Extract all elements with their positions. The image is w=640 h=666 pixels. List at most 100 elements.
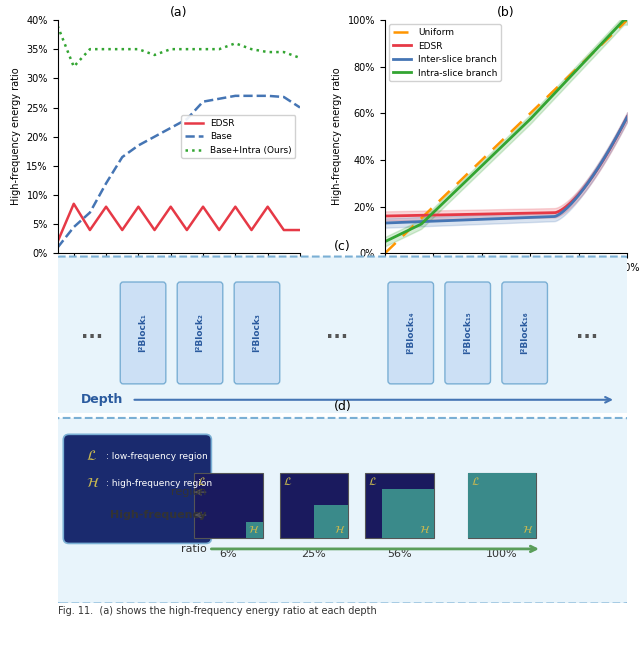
Base — [296, 103, 304, 111]
EDSR — [611, 136, 619, 144]
Inter-slice branch — [426, 217, 434, 225]
Line: Base+Intra (Ours): Base+Intra (Ours) — [58, 26, 300, 67]
Text: $\mathcal{H}$: $\mathcal{H}$ — [419, 524, 431, 535]
Text: I²Block₁: I²Block₁ — [138, 314, 148, 352]
FancyBboxPatch shape — [177, 282, 223, 384]
Uniform — [603, 36, 611, 44]
Line: Uniform: Uniform — [385, 20, 627, 253]
Inter-slice branch — [396, 218, 403, 226]
FancyBboxPatch shape — [52, 418, 633, 603]
Base+Intra (Ours) — [296, 54, 304, 62]
Base+Intra (Ours) — [54, 22, 61, 30]
Text: Depth: Depth — [81, 394, 123, 406]
EDSR — [603, 151, 611, 159]
Inter-slice branch — [623, 113, 631, 121]
Legend: Uniform, EDSR, Inter-slice branch, Intra-slice branch: Uniform, EDSR, Inter-slice branch, Intra… — [389, 25, 501, 81]
Bar — [468, 472, 536, 538]
Base+Intra (Ours) — [86, 45, 93, 53]
Uniform — [426, 206, 434, 214]
Uniform — [391, 240, 399, 248]
Text: $\mathcal{H}$: $\mathcal{H}$ — [522, 524, 533, 535]
Intra-slice branch — [603, 35, 611, 43]
FancyBboxPatch shape — [388, 282, 433, 384]
Uniform — [611, 28, 619, 36]
Intra-slice branch — [391, 233, 399, 241]
Text: ...: ... — [81, 324, 103, 342]
Intra-slice branch — [623, 16, 631, 24]
Base — [150, 133, 158, 141]
Base+Intra (Ours) — [264, 48, 271, 56]
Text: I²Block₃: I²Block₃ — [252, 314, 262, 352]
Text: $\mathcal{L}$: $\mathcal{L}$ — [283, 476, 292, 488]
Base+Intra (Ours) — [102, 45, 110, 53]
Uniform — [381, 249, 388, 257]
Base — [248, 92, 255, 100]
EDSR — [381, 212, 388, 220]
Intra-slice branch — [381, 238, 388, 246]
Text: I²Block₂: I²Block₂ — [195, 314, 205, 352]
Base+Intra (Ours) — [215, 45, 223, 53]
FancyBboxPatch shape — [502, 282, 547, 384]
Text: : high-frequency region: : high-frequency region — [106, 479, 212, 488]
Base+Intra (Ours) — [150, 51, 158, 59]
Text: $\mathcal{L}$: $\mathcal{L}$ — [368, 476, 378, 488]
FancyBboxPatch shape — [234, 282, 280, 384]
Bar — [314, 505, 348, 538]
Bar — [280, 472, 348, 538]
Base — [183, 115, 191, 123]
Text: $\mathcal{L}$: $\mathcal{L}$ — [197, 476, 207, 488]
Text: 56%: 56% — [387, 549, 412, 559]
Legend: EDSR, Base, Base+Intra (Ours): EDSR, Base, Base+Intra (Ours) — [181, 115, 296, 159]
Text: $\mathcal{L}$: $\mathcal{L}$ — [470, 476, 480, 488]
EDSR — [232, 202, 239, 210]
FancyBboxPatch shape — [63, 434, 211, 543]
EDSR — [118, 226, 126, 234]
Text: High-frequency: High-frequency — [111, 510, 207, 520]
Base+Intra (Ours) — [167, 45, 175, 53]
Intra-slice branch — [426, 212, 434, 220]
Line: Base: Base — [58, 96, 300, 248]
Intra-slice branch — [611, 25, 619, 33]
EDSR — [86, 226, 93, 234]
Text: $\mathcal{L}$: $\mathcal{L}$ — [86, 449, 97, 463]
Inter-slice branch — [391, 218, 399, 226]
Text: 100%: 100% — [486, 549, 518, 559]
Base+Intra (Ours) — [248, 45, 255, 53]
Title: (c): (c) — [334, 240, 351, 253]
Title: (b): (b) — [497, 6, 515, 19]
Line: Inter-slice branch: Inter-slice branch — [385, 117, 627, 223]
Intra-slice branch — [445, 193, 453, 201]
Line: Intra-slice branch: Intra-slice branch — [385, 20, 627, 242]
Text: $\mathcal{H}$: $\mathcal{H}$ — [86, 476, 100, 490]
Base — [54, 244, 61, 252]
Base — [86, 208, 93, 216]
Base+Intra (Ours) — [70, 63, 77, 71]
Text: ratio: ratio — [181, 544, 207, 554]
EDSR — [280, 226, 287, 234]
Text: 25%: 25% — [301, 549, 326, 559]
Uniform — [623, 16, 631, 24]
Inter-slice branch — [445, 216, 453, 224]
X-axis label: Depth (see (c)): Depth (see (c)) — [140, 278, 218, 288]
Uniform — [396, 235, 403, 243]
Base — [102, 179, 110, 187]
Bar — [468, 472, 536, 538]
Text: ...: ... — [326, 324, 348, 342]
Bar — [195, 472, 262, 538]
X-axis label: High-frequency region ratio (see(d)): High-frequency region ratio (see(d)) — [412, 278, 600, 288]
Text: : low-frequency region: : low-frequency region — [106, 452, 208, 461]
EDSR — [54, 238, 61, 246]
Base+Intra (Ours) — [232, 39, 239, 47]
Base — [215, 95, 223, 103]
Text: ...: ... — [576, 324, 598, 342]
EDSR — [183, 226, 191, 234]
Line: EDSR: EDSR — [58, 204, 300, 242]
Text: $\mathcal{H}$: $\mathcal{H}$ — [248, 524, 260, 535]
Base — [232, 92, 239, 100]
Base+Intra (Ours) — [118, 45, 126, 53]
EDSR — [70, 200, 77, 208]
Base — [134, 141, 142, 149]
EDSR — [215, 226, 223, 234]
EDSR — [150, 226, 158, 234]
Base — [167, 124, 175, 132]
